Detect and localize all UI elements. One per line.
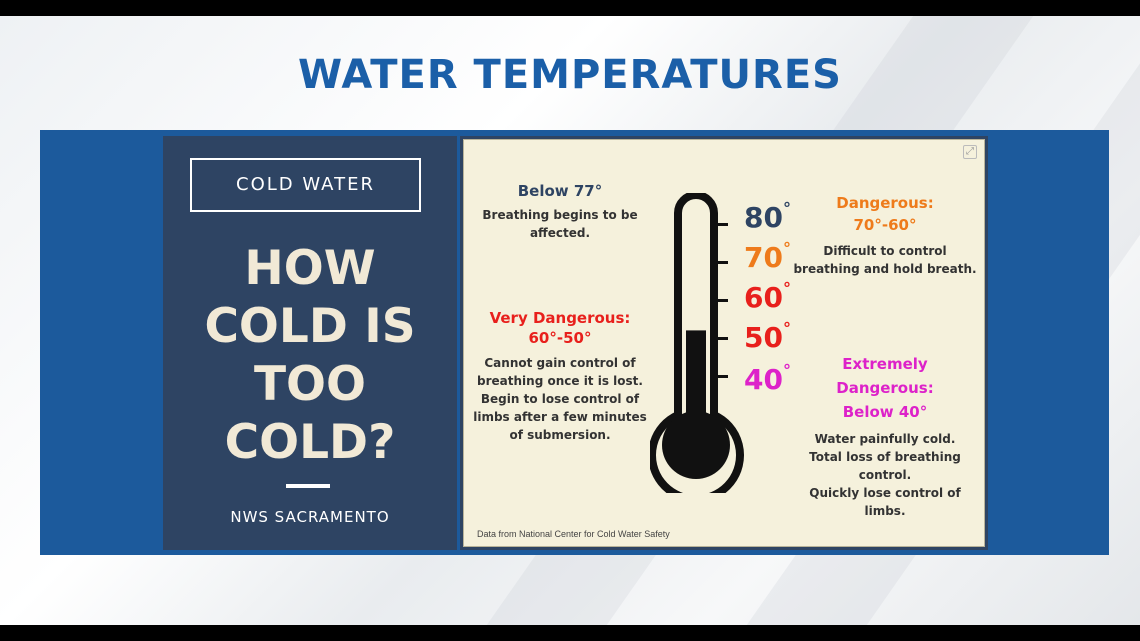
question-line: TOO <box>254 357 366 412</box>
question-line: COLD? <box>224 415 396 470</box>
left-panel <box>163 136 457 550</box>
degree-symbol: ° <box>782 239 791 258</box>
scale-label-60: 60° <box>744 279 791 314</box>
title-line: 70°-60° <box>853 216 917 234</box>
thermometer-icon <box>650 193 744 493</box>
text-line: of submersion. <box>509 428 611 442</box>
text-line: limbs after a few minutes <box>473 410 647 424</box>
section-dangerous: Dangerous: 70°-60° Difficult to control … <box>790 192 980 278</box>
section-text: Cannot gain control of breathing once it… <box>465 354 655 444</box>
title-line: 60°-50° <box>528 329 592 347</box>
scale-value: 60 <box>744 281 783 314</box>
section-text: Difficult to control breathing and hold … <box>790 242 980 278</box>
cold-water-tag: COLD WATER <box>190 158 421 212</box>
degree-symbol: ° <box>782 319 791 338</box>
top-letterbox-bar <box>0 0 1140 16</box>
degree-symbol: ° <box>782 199 791 218</box>
scale-label-50: 50° <box>744 319 791 354</box>
scale-value: 50 <box>744 321 783 354</box>
headline: WATER TEMPERATURES <box>298 52 842 98</box>
credit: NWS SACRAMENTO <box>230 508 390 526</box>
scale-label-40: 40° <box>744 361 791 396</box>
scale-value: 80 <box>744 201 783 234</box>
bottom-letterbox-bar <box>0 625 1140 641</box>
degree-symbol: ° <box>782 279 791 298</box>
text-line: affected. <box>529 226 591 240</box>
text-line: Difficult to control <box>823 244 947 258</box>
text-line: Quickly lose control of <box>809 486 961 500</box>
thermometer-fill <box>686 330 706 433</box>
degree-symbol: ° <box>782 361 791 380</box>
question-line: HOW <box>244 241 376 296</box>
text-line: breathing and hold breath. <box>793 262 977 276</box>
section-title: Below 77° <box>517 182 603 200</box>
section-extremely-dangerous: Extremely Dangerous: Below 40° Water pai… <box>790 352 980 520</box>
text-line: Water painfully cold. <box>814 432 956 446</box>
title-line: Extremely <box>842 355 928 373</box>
data-source: Data from National Center for Cold Water… <box>477 529 670 539</box>
section-title: Dangerous: 70°-60° <box>790 192 980 236</box>
scale-value: 40 <box>744 363 783 396</box>
section-very-dangerous: Very Dangerous: 60°-50° Cannot gain cont… <box>465 308 655 444</box>
divider <box>286 484 330 488</box>
text-line: Breathing begins to be <box>482 208 638 222</box>
text-line: Cannot gain control of <box>484 356 636 370</box>
title-line: Below 40° <box>842 403 928 421</box>
text-line: breathing once it is lost. <box>477 374 643 388</box>
question-title: HOW COLD IS TOO COLD? <box>163 240 457 472</box>
scale-label-70: 70° <box>744 239 791 274</box>
section-text: Breathing begins to be affected. <box>470 206 650 242</box>
text-line: control. <box>858 468 912 482</box>
text-line: Total loss of breathing <box>809 450 961 464</box>
text-line: Begin to lose control of <box>480 392 640 406</box>
section-title: Extremely Dangerous: Below 40° <box>790 352 980 424</box>
expand-icon: ⤢ <box>963 145 977 159</box>
scale-value: 70 <box>744 241 783 274</box>
title-line: Dangerous: <box>836 194 934 212</box>
title-line: Very Dangerous: <box>489 309 631 327</box>
title-line: Dangerous: <box>836 379 934 397</box>
text-line: limbs. <box>864 504 906 518</box>
section-text: Water painfully cold. Total loss of brea… <box>790 430 980 520</box>
section-below-77: Below 77° Breathing begins to be affecte… <box>470 182 650 242</box>
question-line: COLD IS <box>204 299 416 354</box>
section-title: Very Dangerous: 60°-50° <box>465 308 655 348</box>
scale-label-80: 80° <box>744 199 791 234</box>
